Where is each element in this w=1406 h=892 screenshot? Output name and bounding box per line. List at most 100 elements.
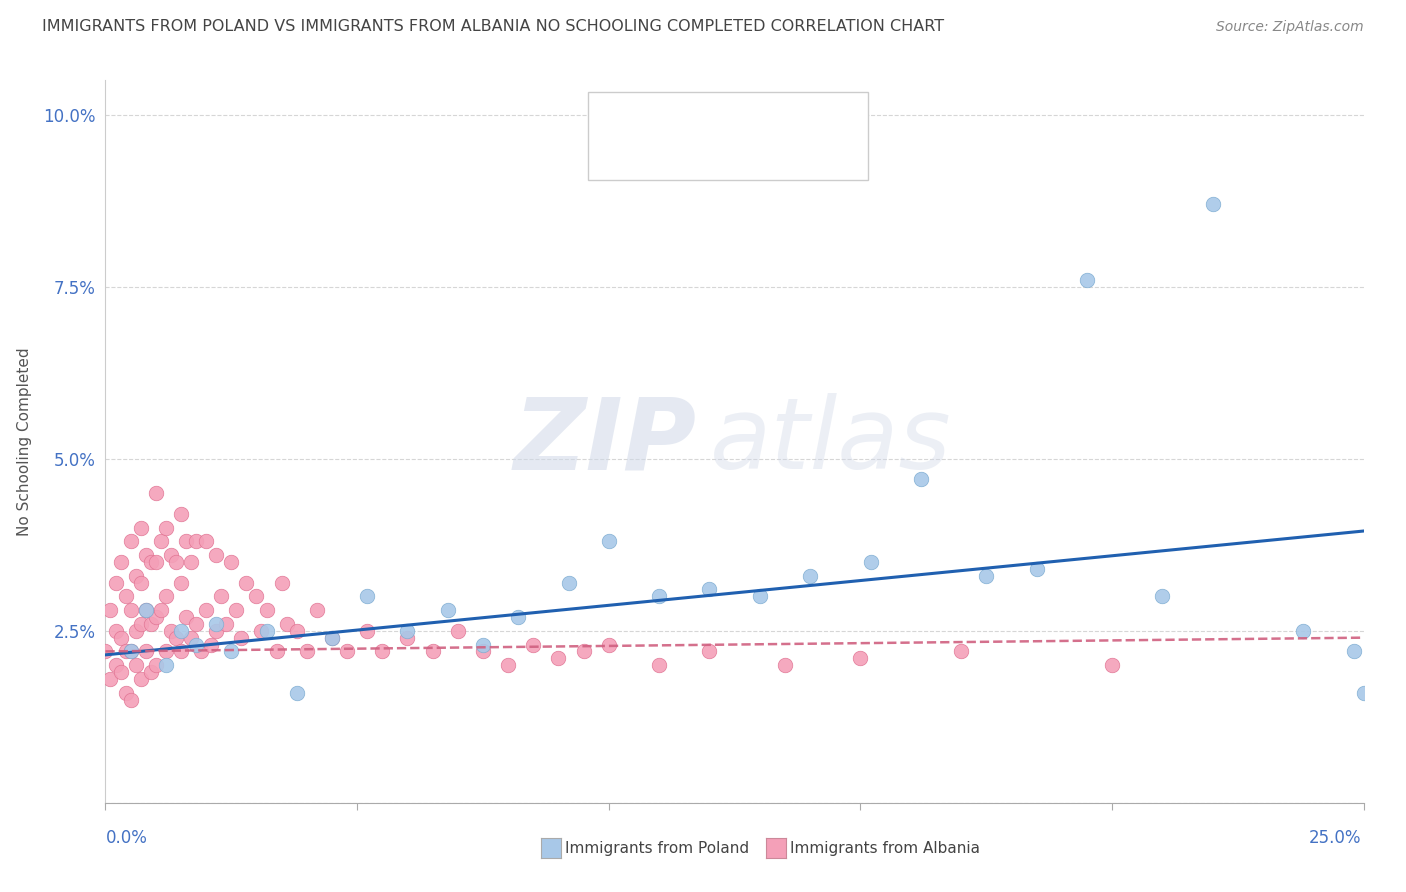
- Point: [205, 548, 228, 562]
- Text: 0.0%: 0.0%: [105, 829, 148, 847]
- Point: [114, 590, 136, 604]
- Point: [356, 624, 378, 638]
- Point: [205, 616, 228, 631]
- Point: [219, 644, 242, 658]
- Point: [195, 534, 218, 549]
- Point: [1152, 590, 1174, 604]
- Point: [648, 658, 671, 673]
- Point: [799, 568, 821, 582]
- Point: [1353, 686, 1375, 700]
- Point: [285, 686, 308, 700]
- Point: [165, 631, 187, 645]
- Point: [598, 638, 620, 652]
- Point: [396, 631, 419, 645]
- Point: [114, 686, 136, 700]
- Point: [748, 590, 770, 604]
- Point: [129, 672, 152, 686]
- Point: [149, 534, 172, 549]
- Point: [100, 603, 122, 617]
- Point: [1076, 273, 1098, 287]
- Point: [295, 644, 318, 658]
- Point: [174, 610, 197, 624]
- Point: [135, 603, 157, 617]
- Point: [976, 568, 998, 582]
- Text: R = 0.078  N = 91: R = 0.078 N = 91: [633, 150, 780, 164]
- Point: [276, 616, 298, 631]
- Point: [135, 644, 157, 658]
- Point: [139, 665, 162, 679]
- Point: [235, 575, 257, 590]
- Point: [155, 590, 177, 604]
- Point: [165, 555, 187, 569]
- Point: [396, 624, 419, 638]
- Point: [356, 590, 378, 604]
- Point: [120, 692, 142, 706]
- Point: [190, 644, 212, 658]
- Point: [336, 644, 359, 658]
- Text: 25.0%: 25.0%: [1309, 829, 1361, 847]
- Point: [219, 555, 242, 569]
- Point: [1292, 624, 1315, 638]
- Point: [245, 590, 267, 604]
- Point: [471, 644, 495, 658]
- Point: [1202, 197, 1225, 211]
- Point: [170, 644, 193, 658]
- Point: [773, 658, 796, 673]
- Text: Immigrants from Albania: Immigrants from Albania: [790, 841, 980, 855]
- Point: [205, 624, 228, 638]
- Point: [120, 603, 142, 617]
- Point: [120, 644, 142, 658]
- Text: atlas: atlas: [710, 393, 950, 490]
- Point: [321, 631, 343, 645]
- Text: Source: ZipAtlas.com: Source: ZipAtlas.com: [1216, 21, 1364, 34]
- Point: [155, 520, 177, 534]
- Point: [145, 610, 167, 624]
- Point: [104, 658, 127, 673]
- Point: [170, 624, 193, 638]
- Point: [508, 610, 530, 624]
- Point: [155, 644, 177, 658]
- Y-axis label: No Schooling Completed: No Schooling Completed: [17, 347, 32, 536]
- Point: [110, 631, 132, 645]
- Point: [110, 665, 132, 679]
- Point: [436, 603, 458, 617]
- Point: [145, 486, 167, 500]
- Point: [114, 644, 136, 658]
- Point: [231, 631, 253, 645]
- Text: IMMIGRANTS FROM POLAND VS IMMIGRANTS FROM ALBANIA NO SCHOOLING COMPLETED CORRELA: IMMIGRANTS FROM POLAND VS IMMIGRANTS FRO…: [42, 20, 945, 34]
- Point: [547, 651, 569, 665]
- Point: [160, 548, 183, 562]
- Point: [1343, 644, 1365, 658]
- Point: [1025, 562, 1047, 576]
- Point: [270, 575, 292, 590]
- Point: [225, 603, 247, 617]
- Point: [104, 624, 127, 638]
- Point: [120, 534, 142, 549]
- Point: [859, 555, 882, 569]
- Point: [129, 575, 152, 590]
- Point: [170, 507, 193, 521]
- Point: [266, 644, 288, 658]
- Point: [648, 590, 671, 604]
- Point: [285, 624, 308, 638]
- Point: [200, 638, 222, 652]
- Point: [572, 644, 595, 658]
- Point: [135, 603, 157, 617]
- Point: [557, 575, 579, 590]
- Point: [699, 644, 721, 658]
- Point: [120, 644, 142, 658]
- Point: [195, 603, 218, 617]
- Point: [256, 603, 278, 617]
- Point: [129, 520, 152, 534]
- Text: ZIP: ZIP: [513, 393, 697, 490]
- Point: [145, 658, 167, 673]
- Point: [174, 534, 197, 549]
- Text: Immigrants from Poland: Immigrants from Poland: [565, 841, 749, 855]
- Point: [124, 658, 146, 673]
- Point: [139, 616, 162, 631]
- Point: [699, 582, 721, 597]
- Point: [94, 644, 117, 658]
- Point: [124, 568, 146, 582]
- Text: R = 0.266  N = 31: R = 0.266 N = 31: [633, 108, 779, 122]
- Point: [321, 631, 343, 645]
